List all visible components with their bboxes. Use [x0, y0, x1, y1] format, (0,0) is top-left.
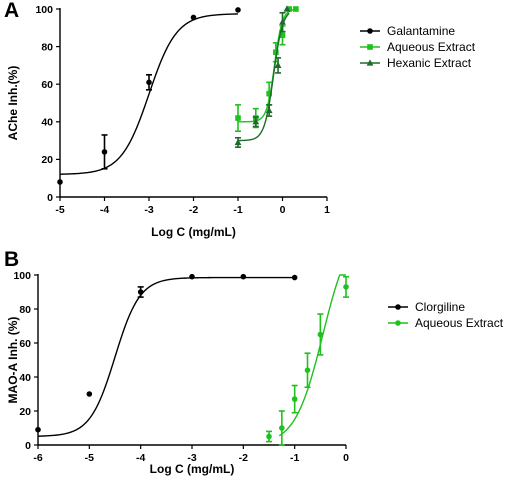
- data-point: [343, 284, 349, 290]
- x-axis-title: Log C (mg/mL): [150, 462, 235, 476]
- x-tick-label: -2: [189, 204, 198, 216]
- data-point: [279, 18, 286, 25]
- data-point: [266, 433, 272, 440]
- x-tick-label: -3: [187, 452, 196, 464]
- x-tick-label: -2: [239, 452, 248, 464]
- data-point: [137, 289, 144, 295]
- y-tick-label: 60: [19, 338, 31, 350]
- data-point: [293, 6, 299, 12]
- data-point: [266, 90, 272, 97]
- data-point: [274, 61, 282, 68]
- fit-curve: [37, 276, 295, 437]
- data-point: [317, 331, 324, 338]
- y-axis-title: MAO-A Inh. (%): [6, 317, 20, 404]
- y-tick-label: 80: [41, 41, 53, 53]
- series-aqueous-extract: [266, 274, 349, 446]
- legend-marker: [367, 44, 373, 50]
- data-point: [283, 5, 291, 12]
- fit-curve: [278, 274, 346, 437]
- fit-curve: [59, 13, 239, 175]
- y-tick-label: 60: [41, 79, 53, 91]
- x-tick-label: -1: [233, 204, 242, 216]
- data-point: [304, 367, 311, 374]
- data-point: [291, 274, 298, 281]
- panel-a-letter: A: [4, 0, 19, 22]
- data-point: [235, 115, 241, 121]
- data-point: [189, 273, 195, 280]
- x-tick-label: 0: [343, 452, 349, 464]
- data-point: [235, 7, 241, 13]
- x-tick-label: 0: [280, 204, 286, 216]
- data-point: [240, 273, 247, 280]
- data-point: [234, 138, 242, 146]
- legend-label: Aqueous Extract: [415, 316, 504, 330]
- legend-marker: [395, 304, 401, 310]
- panel-b: B 0 20 40 60 80 100 -6 -5 -4 -3 -2 -1 0 Log C (mg/mL)…: [4, 248, 504, 476]
- x-tick-label: -5: [85, 452, 94, 464]
- data-point: [265, 106, 273, 114]
- data-point: [252, 118, 260, 125]
- data-point: [86, 391, 93, 397]
- y-tick-label: 20: [41, 154, 53, 166]
- x-tick-label: -6: [33, 452, 42, 464]
- legend-label: Galantamine: [387, 24, 455, 38]
- x-tick-label: -3: [144, 204, 153, 216]
- data-point: [101, 149, 108, 155]
- panel-a: A 0 20 40 60 80 100 -5 -4 -3 -2 -1 0 1 Log C (mg/mL) A…: [4, 0, 476, 239]
- fit-curve: [238, 8, 296, 123]
- legend-marker: [367, 28, 373, 34]
- data-point: [273, 49, 279, 56]
- legend-label: Hexanic Extract: [387, 56, 472, 70]
- y-tick-label: 100: [13, 270, 31, 282]
- series-clorgiline: [35, 273, 298, 437]
- data-point: [291, 396, 298, 402]
- x-axis-title: Log C (mg/mL): [151, 225, 236, 239]
- data-point: [146, 79, 152, 86]
- y-tick-label: 0: [25, 440, 31, 452]
- y-tick-label: 80: [19, 304, 31, 316]
- x-tick-label: 1: [324, 204, 330, 216]
- data-point: [190, 14, 197, 21]
- panel-b-letter: B: [4, 248, 19, 271]
- data-point: [57, 179, 63, 185]
- legend-marker: [366, 59, 374, 66]
- x-tick-label: -4: [100, 204, 109, 216]
- x-tick-label: -5: [55, 204, 64, 216]
- data-point: [279, 32, 286, 39]
- y-tick-label: 100: [35, 4, 53, 16]
- data-point: [35, 426, 41, 433]
- y-tick-label: 20: [19, 406, 31, 418]
- x-tick-label: -4: [136, 452, 145, 464]
- data-point: [279, 425, 285, 431]
- fit-curve: [238, 12, 290, 142]
- series-hexanic-extract: [234, 5, 291, 148]
- legend-label: Clorgiline: [415, 300, 465, 314]
- y-axis-title: AChe Inh.(%): [6, 66, 20, 141]
- data-point: [286, 6, 292, 12]
- legend-label: Aqueous Extract: [387, 40, 476, 54]
- y-tick-label: 0: [47, 192, 53, 204]
- x-tick-label: -1: [290, 452, 299, 464]
- legend-marker: [395, 320, 401, 326]
- y-tick-label: 40: [19, 372, 31, 384]
- y-tick-label: 40: [41, 117, 53, 129]
- series-galantamine: [57, 7, 241, 185]
